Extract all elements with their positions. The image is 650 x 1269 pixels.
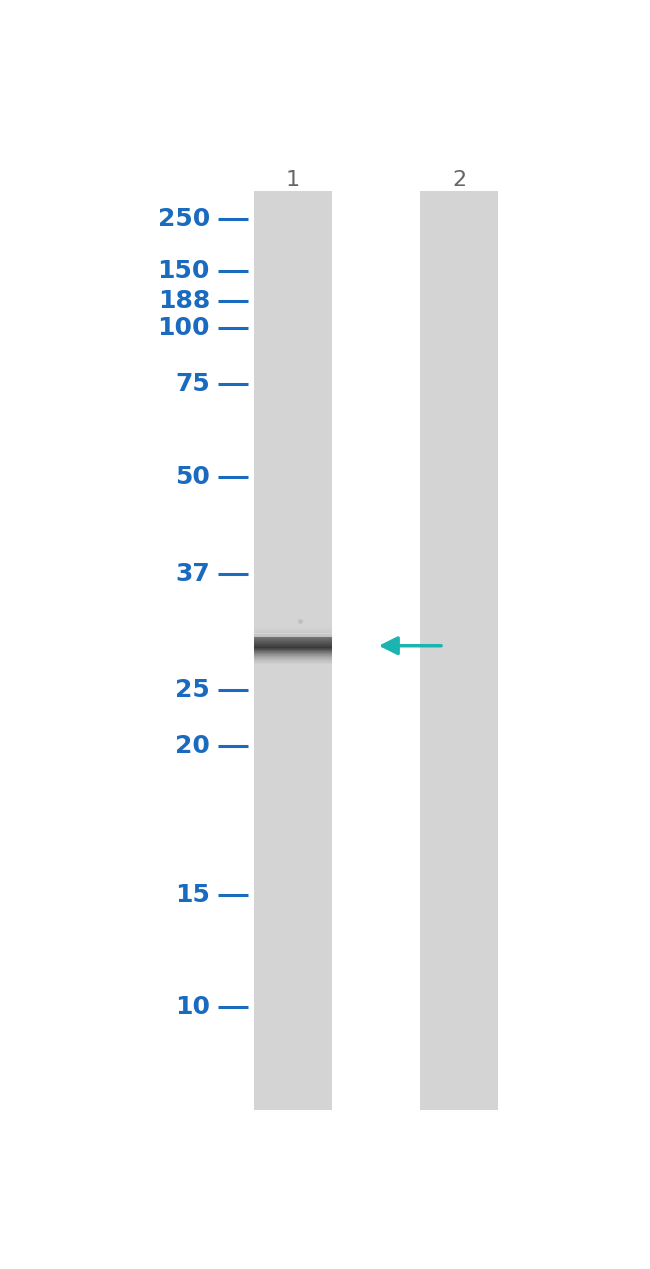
Text: 50: 50 [175,464,210,489]
Text: 100: 100 [157,316,210,340]
Bar [420,192,498,1110]
Text: 2: 2 [452,170,466,189]
Text: 20: 20 [175,735,210,759]
Text: 25: 25 [176,678,210,702]
Text: 150: 150 [157,259,210,283]
Text: 10: 10 [175,995,210,1019]
Bar [254,192,332,1110]
Text: 37: 37 [176,562,210,586]
Text: 75: 75 [176,372,210,396]
Text: 1: 1 [286,170,300,189]
Text: 188: 188 [158,289,210,312]
Text: 250: 250 [158,207,210,231]
Text: 15: 15 [175,883,210,907]
